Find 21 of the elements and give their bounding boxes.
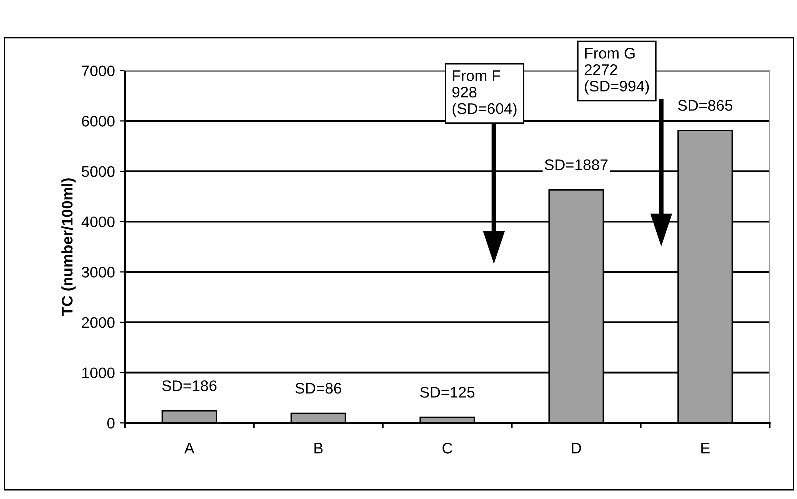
y-tick-label: 7000 [82, 66, 115, 77]
y-tick-label: 4000 [82, 216, 115, 228]
y-tick-label: 1000 [82, 368, 115, 379]
annotation: SD=186 [162, 380, 217, 392]
x-tick-label: D [572, 443, 582, 454]
annotation: SD=865 [678, 100, 733, 112]
y-tick-label: 6000 [82, 116, 115, 127]
annotation: SD=86 [296, 383, 342, 394]
y-tick-label: 3000 [82, 267, 115, 278]
x-tick-label: C [442, 443, 452, 454]
y-axis-title: TC (number/100ml) [62, 178, 76, 316]
x-tick-label: E [702, 443, 710, 454]
x-tick-label: A [184, 443, 195, 454]
y-tick-label: 2000 [82, 317, 115, 328]
y-tick-label: 0 [108, 418, 115, 429]
annotation: From F 928 (SD=604) [452, 70, 517, 118]
annotation: SD=1887 [545, 160, 608, 170]
x-tick-label: B [314, 443, 323, 454]
annotation: SD=125 [420, 387, 475, 398]
annotation: From G 2272 (SD=994) [584, 48, 650, 95]
y-tick-label: 5000 [82, 166, 115, 178]
